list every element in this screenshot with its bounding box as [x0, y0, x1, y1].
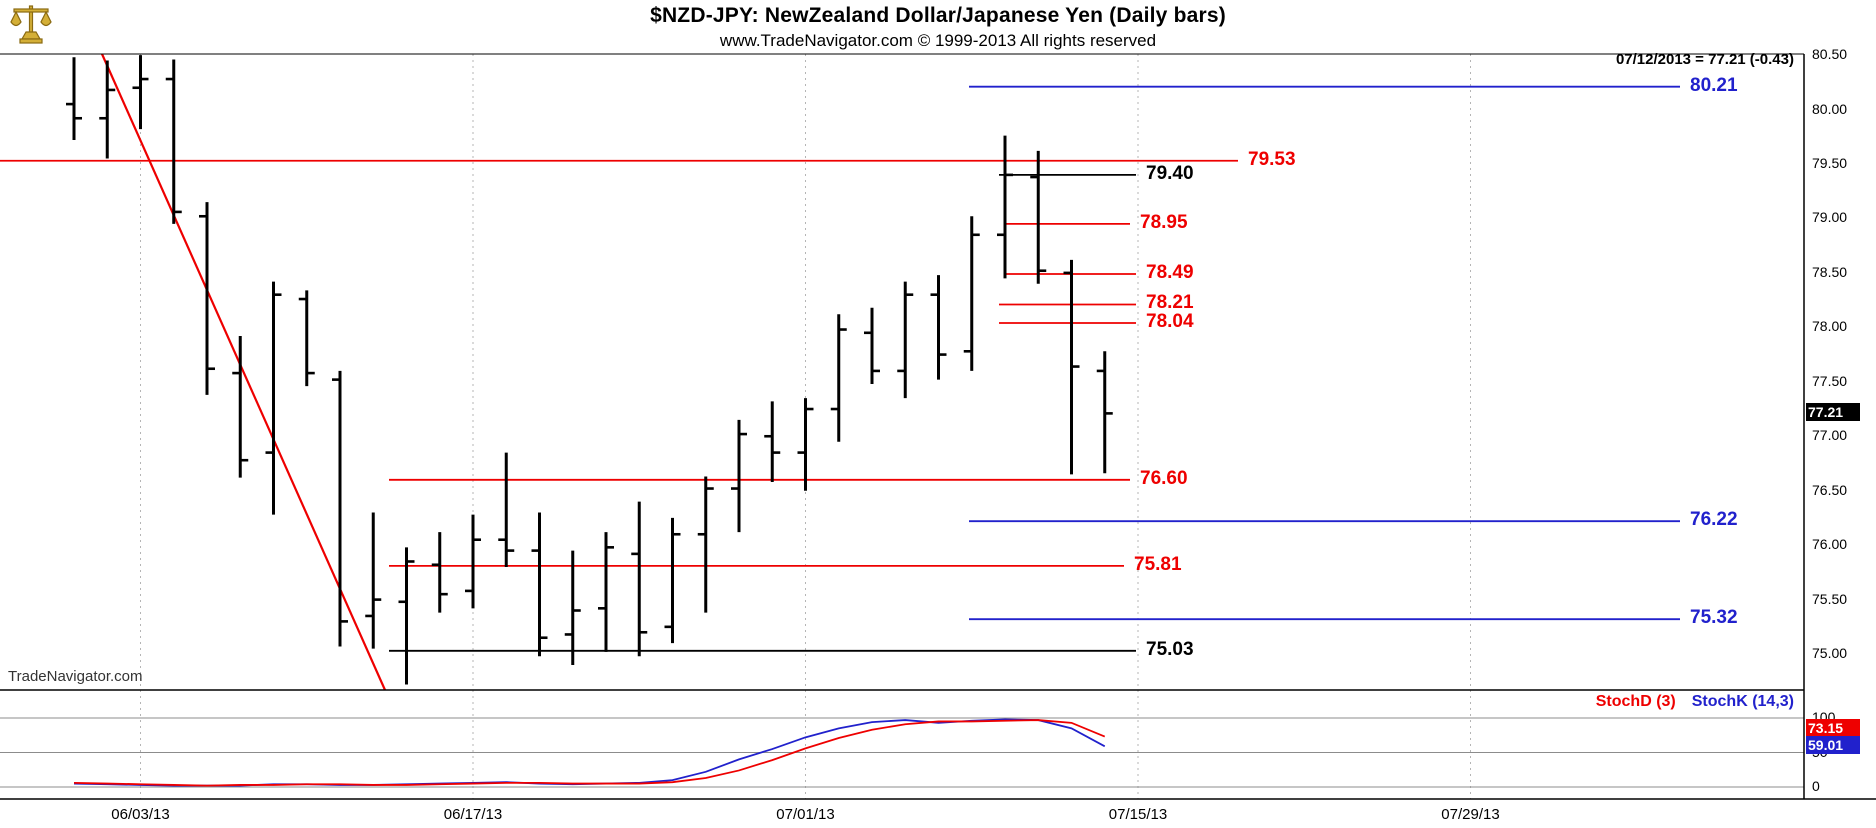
price-axis-label: 75.50: [1812, 590, 1848, 607]
stochd-curve: [73, 719, 1106, 787]
level-label-78.21: 78.21: [1146, 292, 1194, 314]
date-axis-label: 07/01/13: [776, 806, 835, 823]
price-axis-label: 80.50: [1812, 46, 1848, 63]
stoch-axis-label: 0: [1812, 778, 1820, 794]
level-label-75.81: 75.81: [1134, 553, 1182, 575]
level-label-80.21: 80.21: [1690, 74, 1738, 96]
chart-title: $NZD-JPY: NewZealand Dollar/Japanese Yen…: [650, 4, 1226, 27]
level-label-75.32: 75.32: [1690, 607, 1738, 629]
level-label-78.04: 78.04: [1146, 310, 1194, 332]
date-axis-label: 07/29/13: [1441, 806, 1500, 823]
price-axis-label: 76.00: [1812, 536, 1848, 553]
trendline: [100, 53, 387, 691]
date-axis-label: 07/15/13: [1108, 806, 1168, 823]
level-label-76.22: 76.22: [1690, 509, 1738, 531]
level-label-79.53: 79.53: [1248, 148, 1296, 170]
price-axis-label: 80.00: [1812, 100, 1848, 117]
level-label-79.40: 79.40: [1146, 162, 1194, 184]
watermark: TradeNavigator.com: [8, 668, 143, 685]
stochk-legend-label: StochK (14,3): [1691, 693, 1794, 710]
price-axis-label: 79.00: [1812, 209, 1848, 226]
level-label-78.49: 78.49: [1146, 261, 1194, 283]
price-axis-label: 75.00: [1812, 645, 1848, 662]
price-axis-label: 79.50: [1812, 154, 1848, 171]
stochd-value-badge: 73.15: [1806, 719, 1860, 737]
level-label-75.03: 75.03: [1146, 638, 1194, 660]
last-price-badge: 77.21: [1806, 403, 1860, 422]
stochk-value-badge: 59.01: [1806, 736, 1860, 754]
trade-navigator-logo-icon: [8, 2, 54, 48]
level-label-76.60: 76.60: [1140, 467, 1188, 489]
level-label-78.95: 78.95: [1140, 211, 1188, 233]
date-axis-label: 06/03/13: [111, 806, 170, 823]
price-axis-label: 78.00: [1812, 318, 1848, 335]
last-quote-info: 07/12/2013 = 77.21 (-0.43): [1615, 51, 1794, 68]
price-axis-label: 77.50: [1812, 372, 1848, 389]
stochd-legend-label: StochD (3): [1595, 693, 1676, 710]
stochastic-legend: StochD (3) StochK (14,3): [1596, 693, 1794, 711]
price-axis-label: 76.50: [1812, 481, 1848, 498]
price-axis-label: 78.50: [1812, 263, 1848, 280]
chart-subtitle: www.TradeNavigator.com © 1999-2013 All r…: [719, 31, 1157, 50]
price-axis-label: 77.00: [1812, 427, 1848, 444]
date-axis-label: 06/17/13: [443, 806, 503, 823]
